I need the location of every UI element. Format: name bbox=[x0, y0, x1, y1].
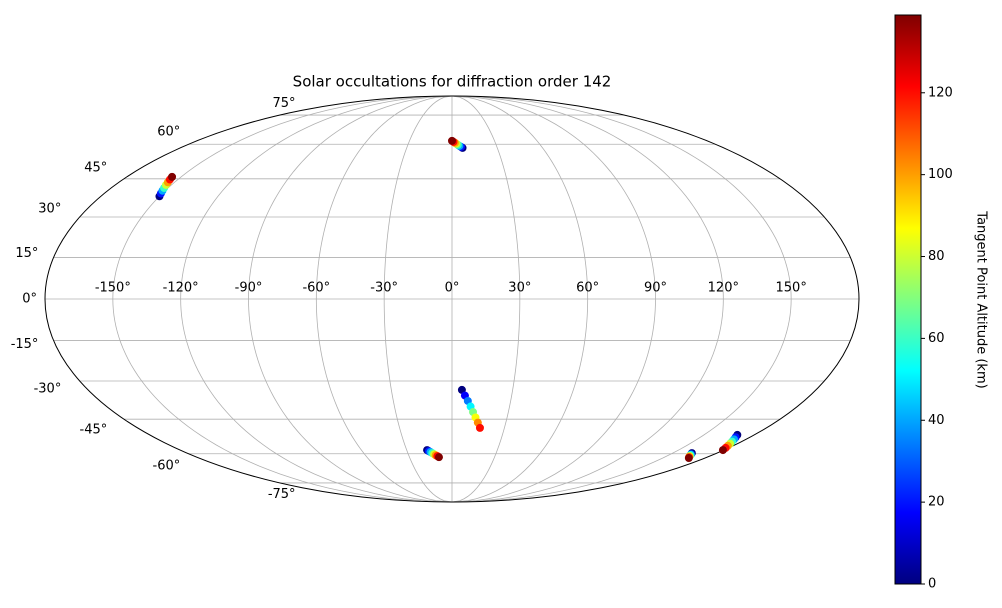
colorbar-tick-label: 100 bbox=[928, 167, 953, 182]
y-tick-label: 15° bbox=[15, 246, 38, 261]
x-tick-label: 120° bbox=[708, 281, 739, 296]
occultation-point bbox=[448, 136, 456, 145]
colorbar-tick-label: 0 bbox=[928, 577, 936, 592]
y-tick-label: 30° bbox=[38, 202, 61, 217]
occultation-point bbox=[475, 423, 484, 432]
grid-line bbox=[383, 95, 453, 503]
x-tick-label: 30° bbox=[508, 281, 531, 296]
y-tick-label: -30° bbox=[34, 381, 62, 396]
colorbar bbox=[894, 14, 922, 585]
occultation-point bbox=[434, 453, 443, 462]
x-tick-label: 90° bbox=[644, 281, 667, 296]
grid-line bbox=[112, 95, 453, 503]
occultation-point bbox=[168, 172, 177, 181]
y-tick-label: -60° bbox=[153, 459, 181, 474]
y-tick-label: 75° bbox=[273, 96, 296, 111]
map-boundary bbox=[44, 95, 860, 503]
occultation-point bbox=[718, 446, 727, 455]
grid-line bbox=[180, 95, 453, 503]
grid-line bbox=[451, 95, 589, 503]
x-tick-label: -30° bbox=[370, 281, 398, 296]
y-tick-label: 60° bbox=[157, 124, 180, 139]
grid-line bbox=[315, 95, 453, 503]
grid-line bbox=[248, 95, 453, 503]
y-tick-label: 0° bbox=[22, 292, 37, 307]
grid-line bbox=[451, 95, 792, 503]
x-tick-label: 0° bbox=[445, 281, 460, 296]
grid-line bbox=[451, 95, 724, 503]
x-tick-label: -60° bbox=[302, 281, 330, 296]
occultation-point bbox=[684, 454, 693, 463]
x-tick-label: -150° bbox=[95, 281, 131, 296]
chart-title: Solar occultations for diffraction order… bbox=[293, 73, 612, 91]
y-tick-label: -15° bbox=[11, 337, 39, 352]
colorbar-tick-label: 60 bbox=[928, 331, 945, 346]
grid-line bbox=[451, 95, 521, 503]
colorbar-tick-label: 40 bbox=[928, 413, 945, 428]
x-tick-label: 60° bbox=[576, 281, 599, 296]
colorbar-label: Tangent Point Altitude (km) bbox=[974, 210, 989, 388]
x-tick-label: 150° bbox=[776, 281, 807, 296]
colorbar-tick-label: 80 bbox=[928, 249, 945, 264]
colorbar-tick-label: 20 bbox=[928, 495, 945, 510]
y-tick-label: -75° bbox=[268, 487, 296, 502]
x-tick-label: -90° bbox=[235, 281, 263, 296]
x-tick-label: -120° bbox=[163, 281, 199, 296]
y-tick-label: -45° bbox=[80, 423, 108, 438]
grid-line bbox=[451, 95, 656, 503]
colorbar-tick-label: 120 bbox=[928, 85, 953, 100]
y-tick-label: 45° bbox=[84, 160, 107, 175]
